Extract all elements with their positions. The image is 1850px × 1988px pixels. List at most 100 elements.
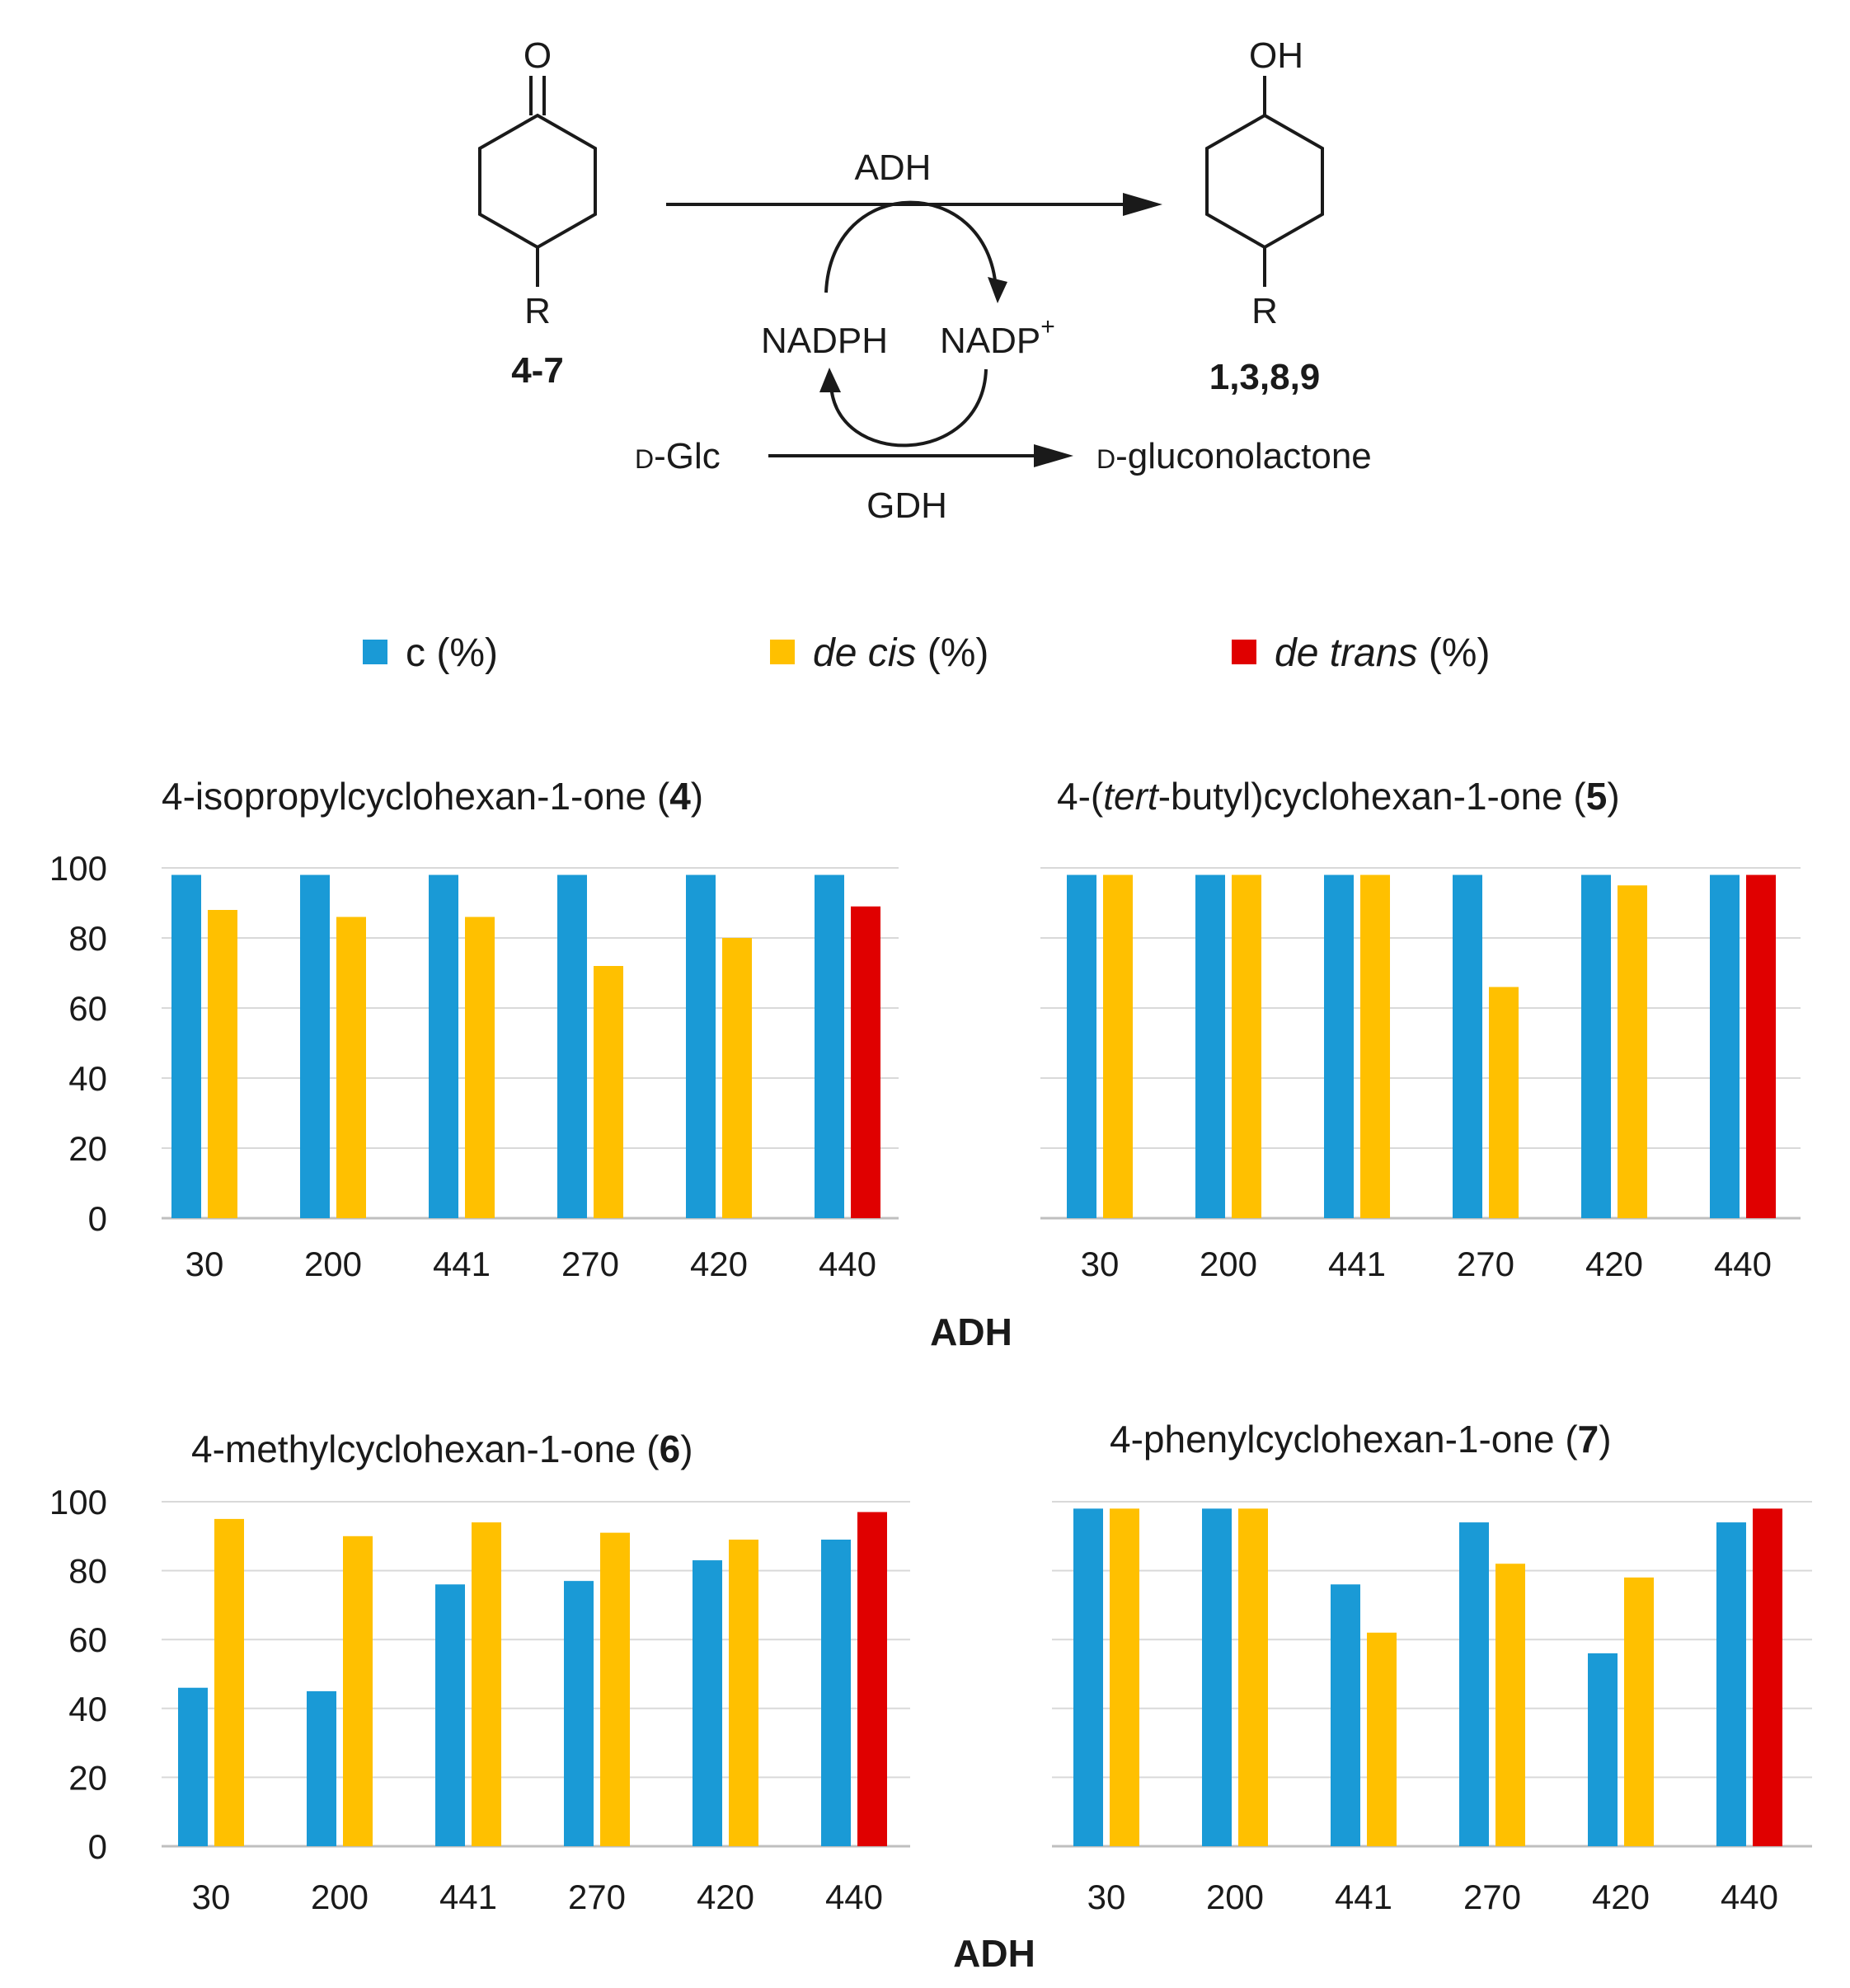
x-axis-label-bottom: ADH: [953, 1932, 1035, 1975]
x-tick-label-1-1: 200: [304, 1245, 362, 1283]
y-tick-label-1-100: 100: [49, 849, 107, 888]
y-tick-label-3-60: 60: [68, 1620, 107, 1659]
bar-3-420-s0: [693, 1560, 722, 1846]
x-axis-label-top: ADH: [930, 1310, 1012, 1353]
product-d-gluconolactone: D-gluconolactone: [1096, 436, 1372, 476]
legend-label-0-plain: c: [406, 631, 425, 675]
legend-label-1: de cis (%): [813, 631, 988, 675]
chart-panel-2: 4-(tert-butyl)cyclohexan-1-one (5) 30 200 4…: [1040, 775, 1801, 1283]
bar-4-200-s1: [1238, 1508, 1268, 1846]
chart-panel-1: 4-isopropylcyclohexan-1-one (4) 0 20 40 60 80…: [49, 775, 899, 1283]
chart-title-1-bold: 4: [669, 775, 691, 818]
bar-1-441-s1: [465, 917, 495, 1218]
bar-3-200-s0: [307, 1690, 336, 1846]
x-tick-label-2-3: 270: [1457, 1245, 1514, 1283]
bar-4-270-s1: [1495, 1564, 1525, 1846]
x-tick-label-4-1: 200: [1206, 1878, 1264, 1916]
bar-2-200-s1: [1232, 874, 1261, 1218]
reaction-scheme: [478, 76, 1324, 457]
legend-label-1-italic: de cis: [813, 631, 916, 675]
y-tick-label-1-80: 80: [68, 919, 107, 958]
x-tick-label-4-4: 420: [1592, 1878, 1650, 1916]
y-tick-label-1-60: 60: [68, 989, 107, 1028]
chart-title-2-italic: tert: [1103, 775, 1160, 818]
chart-title-2-bold: 5: [1586, 775, 1608, 818]
bar-1-420-s1: [722, 938, 752, 1218]
x-tick-label-1-5: 440: [819, 1245, 876, 1283]
chart-title-2-post: ): [1607, 775, 1619, 818]
legend-label-0-suffix: (%): [425, 631, 498, 675]
cycle-lower-arc: [829, 368, 988, 448]
product-hydroxyl: OH: [1249, 35, 1303, 76]
y-tick-label-3-40: 40: [68, 1690, 107, 1728]
y-tick-label-3-0: 0: [88, 1827, 107, 1866]
y-tick-label-3-80: 80: [68, 1552, 107, 1591]
y-tick-label-1-40: 40: [68, 1059, 107, 1098]
bar-3-200-s1: [343, 1536, 373, 1846]
substrate-d-glc: D-Glc: [635, 436, 721, 476]
bar-2-420-s1: [1618, 885, 1647, 1218]
x-tick-label-2-4: 420: [1585, 1245, 1643, 1283]
enzyme-adh-label: ADH: [855, 148, 932, 188]
gluconolactone-text: -gluconolactone: [1115, 436, 1372, 476]
reactant-substituent: R: [524, 291, 551, 331]
bar-1-440-s0: [815, 874, 844, 1218]
x-tick-label-1-3: 270: [561, 1245, 619, 1283]
bar-3-440-s2: [857, 1512, 887, 1846]
x-tick-label-2-5: 440: [1714, 1245, 1772, 1283]
bar-3-30-s0: [178, 1687, 208, 1846]
legend: c (%) de cis (%) de trans (%): [363, 631, 1490, 675]
bar-4-30-s0: [1073, 1508, 1103, 1846]
cycle-lower-arrowhead: [819, 368, 841, 392]
chart-title-2: 4-(tert-butyl)cyclohexan-1-one (5): [1057, 775, 1620, 818]
cycle-upper-arc: [824, 200, 998, 293]
cofactor-nadp-superscript: +: [1040, 313, 1055, 340]
bar-2-30-s0: [1067, 874, 1096, 1218]
x-tick-label-3-5: 440: [825, 1878, 883, 1916]
chart-title-4-pre: 4-phenylcyclohexan-1-one (: [1110, 1418, 1578, 1461]
x-tick-label-3-1: 200: [311, 1878, 369, 1916]
bar-1-200-s0: [300, 874, 330, 1218]
adh-arrowhead: [1123, 193, 1162, 216]
bar-4-420-s0: [1588, 1653, 1618, 1846]
chart-title-2-mid: -butyl)cyclohexan-1-one (: [1158, 775, 1587, 818]
bar-1-30-s1: [208, 910, 237, 1218]
bar-2-200-s0: [1195, 874, 1225, 1218]
bar-3-30-s1: [214, 1518, 244, 1846]
legend-label-1-suffix: (%): [916, 631, 988, 675]
x-tick-label-4-3: 270: [1463, 1878, 1521, 1916]
x-tick-label-4-5: 440: [1721, 1878, 1778, 1916]
x-tick-label-3-0: 30: [192, 1878, 231, 1916]
bar-2-420-s0: [1581, 874, 1611, 1218]
legend-label-2: de trans (%): [1275, 631, 1490, 675]
legend-label-2-italic: de trans: [1275, 631, 1417, 675]
chart-title-4-bold: 7: [1578, 1418, 1599, 1461]
bar-3-440-s0: [821, 1539, 851, 1846]
chart-title-3-pre: 4-methylcyclohexan-1-one (: [191, 1428, 660, 1470]
reactant-ring: [478, 113, 597, 250]
chart-panel-4: 4-phenylcyclohexan-1-one (7) 30 200 441 270 4…: [1052, 1418, 1812, 1916]
reactant-oxygen: O: [524, 35, 552, 76]
bar-2-440-s2: [1746, 874, 1776, 1218]
bar-4-440-s2: [1753, 1508, 1782, 1846]
chart-title-4: 4-phenylcyclohexan-1-one (7): [1110, 1418, 1612, 1461]
x-tick-label-4-2: 441: [1335, 1878, 1392, 1916]
bar-4-440-s0: [1716, 1522, 1746, 1846]
gdh-arrowhead: [1034, 444, 1073, 467]
chart-title-3-post: ): [680, 1428, 693, 1470]
y-tick-label-1-0: 0: [88, 1199, 107, 1238]
scheme-arrowheads: [819, 193, 1162, 467]
x-tick-label-3-3: 270: [568, 1878, 626, 1916]
x-tick-label-1-4: 420: [690, 1245, 748, 1283]
cofactor-nadp-text: NADP: [940, 321, 1040, 361]
legend-swatch-0: [363, 640, 387, 664]
enzyme-gdh-label: GDH: [866, 485, 947, 526]
bar-4-30-s1: [1110, 1508, 1139, 1846]
x-tick-label-3-2: 441: [439, 1878, 497, 1916]
bar-2-441-s0: [1324, 874, 1354, 1218]
scheme-labels: O R 4-7 OH R 1,3,8,9 ADH GDH NADPH NADP+…: [511, 35, 1372, 526]
bar-3-441-s0: [435, 1584, 465, 1846]
product-ring: [1205, 113, 1324, 250]
x-tick-label-3-4: 420: [697, 1878, 754, 1916]
chart-title-1-post: ): [691, 775, 703, 818]
